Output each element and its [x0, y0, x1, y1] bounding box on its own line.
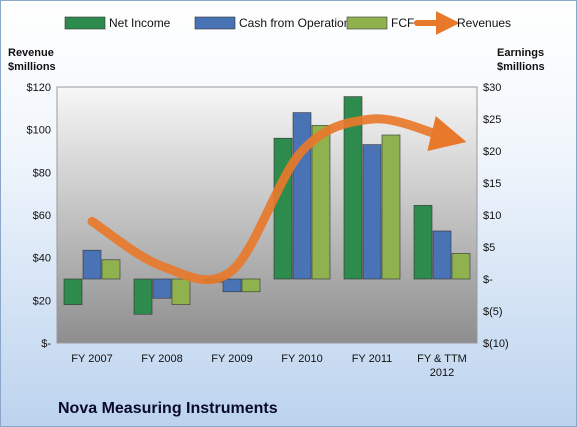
right-tick-label: $5 — [483, 242, 495, 254]
bar-net-income — [343, 96, 363, 280]
left-axis-title-line2: $millions — [8, 61, 56, 73]
bar-fcf — [171, 278, 191, 305]
bar-cash-from-operations — [432, 230, 452, 280]
legend-label-revenues: Revenues — [457, 16, 511, 30]
bar-fcf — [101, 259, 121, 280]
bar-fcf — [451, 253, 471, 280]
legend-swatch-cash-from-operations — [194, 16, 236, 30]
right-tick-label: $20 — [483, 146, 501, 158]
bar-fcf — [241, 278, 261, 293]
bar-cash-from-operations — [292, 112, 312, 280]
category-label: FY 2008 — [141, 353, 182, 365]
category-label: FY & TTM 2012 — [417, 353, 467, 379]
left-tick-label: $- — [41, 338, 51, 350]
left-tick-label: $100 — [27, 125, 51, 137]
right-tick-label: $(10) — [483, 338, 509, 350]
left-tick-label: $40 — [33, 253, 51, 265]
bar-cash-from-operations — [152, 278, 172, 299]
bar-net-income — [413, 205, 433, 280]
legend-swatch-net-income — [64, 16, 106, 30]
revenue-line — [87, 114, 467, 285]
bar-net-income — [63, 278, 83, 305]
bar-net-income — [273, 137, 293, 280]
right-axis-title-line1: Earnings — [497, 47, 544, 59]
bar-cash-from-operations — [222, 278, 242, 293]
right-tick-label: $15 — [483, 178, 501, 190]
legend: Net Income Cash from Operations FCF Revenue… — [64, 11, 511, 35]
left-tick-label: $20 — [33, 295, 51, 307]
right-tick-label: $(5) — [483, 306, 503, 318]
bar-cash-from-operations — [82, 249, 102, 280]
legend-label-cash-from-operations: Cash from Operations — [239, 16, 356, 30]
bar-cash-from-operations — [362, 144, 382, 280]
category-label: FY 2007 — [71, 353, 112, 365]
category-label: FY 2009 — [211, 353, 252, 365]
left-tick-label: $60 — [33, 210, 51, 222]
bar-net-income — [133, 278, 153, 315]
bar-fcf — [311, 125, 331, 280]
right-tick-label: $- — [483, 274, 493, 286]
legend-label-net-income: Net Income — [109, 16, 171, 30]
legend-label-fcf: FCF — [391, 16, 414, 30]
left-axis-title-line1: Revenue — [8, 47, 54, 59]
category-label: FY 2011 — [352, 353, 393, 365]
right-tick-label: $10 — [483, 210, 501, 222]
left-tick-label: $120 — [27, 82, 51, 94]
right-tick-label: $30 — [483, 82, 501, 94]
right-tick-label: $25 — [483, 114, 501, 126]
category-label: FY 2010 — [281, 353, 322, 365]
bar-fcf — [381, 134, 401, 280]
left-tick-label: $80 — [33, 167, 51, 179]
chart-title: Nova Measuring Instruments — [58, 400, 278, 417]
legend-swatch-fcf — [346, 16, 388, 30]
right-axis-title-line2: $millions — [497, 61, 545, 73]
